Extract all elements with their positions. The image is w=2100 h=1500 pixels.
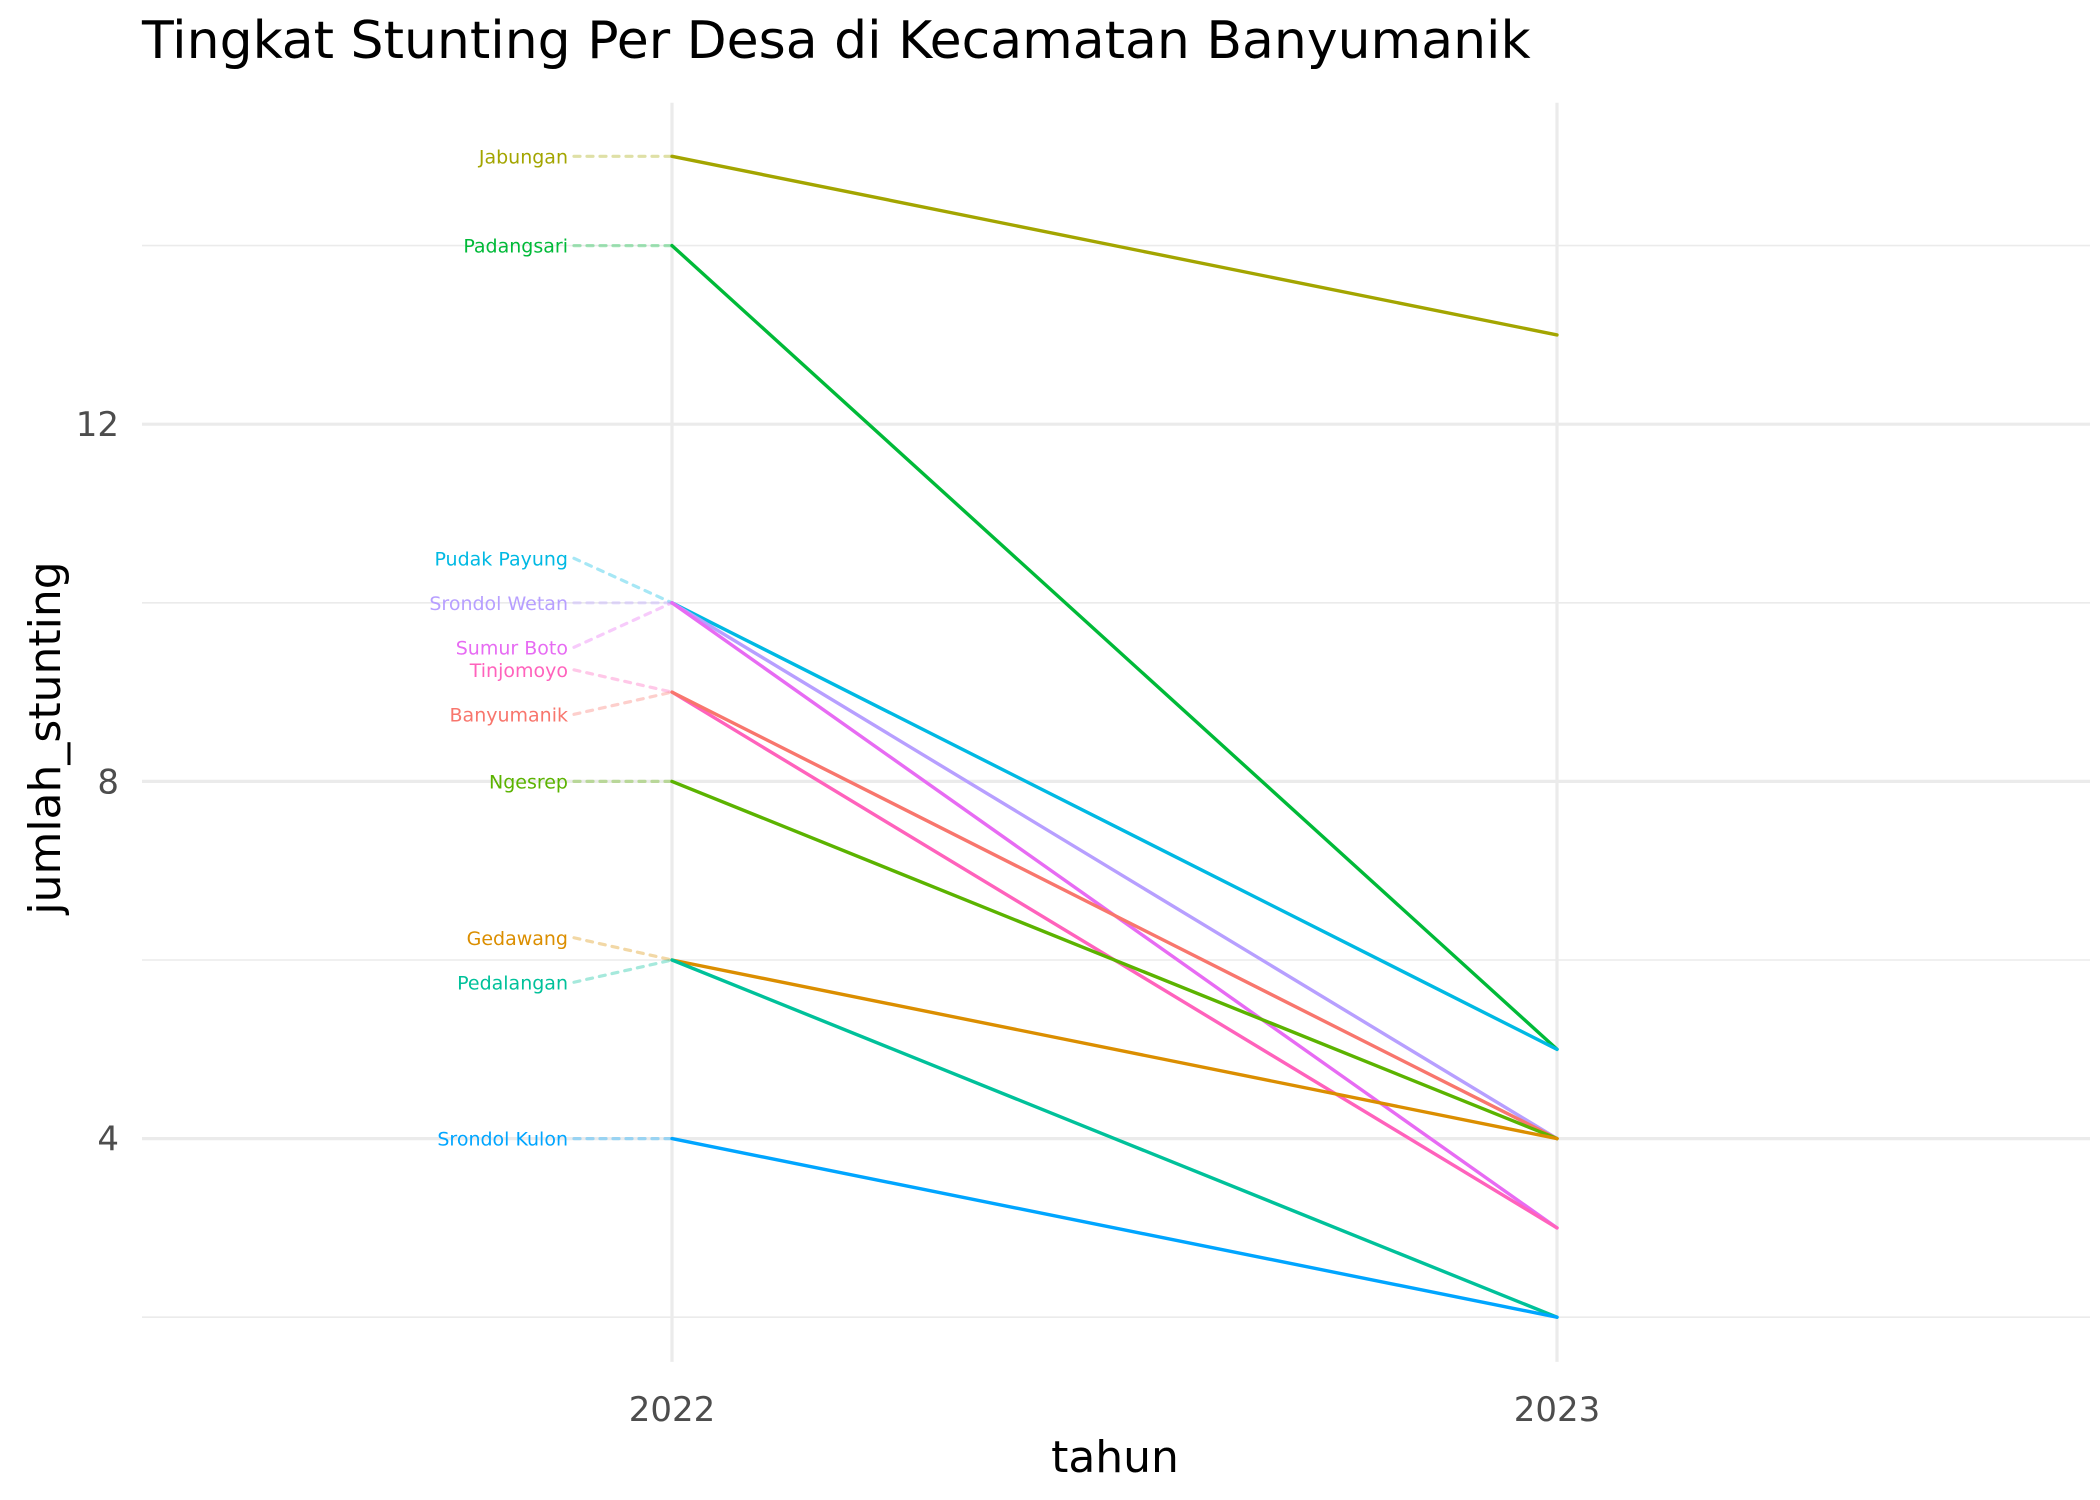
label-connector <box>572 556 674 605</box>
x-tick-label: 2023 <box>1514 1390 1601 1430</box>
series-line <box>670 601 1559 1052</box>
y-tick-label: 12 <box>76 405 119 445</box>
chart-title: Tingkat Stunting Per Desa di Kecamatan B… <box>141 11 1531 71</box>
series-line <box>670 958 1559 1141</box>
series-label: Srondol Wetan <box>429 593 568 615</box>
series-label: Tinjomoyo <box>469 660 568 682</box>
x-tick-label: 2022 <box>629 1390 716 1430</box>
label-connector <box>572 690 674 716</box>
series-line <box>670 1136 1559 1319</box>
label-connector <box>572 601 674 649</box>
series-lines <box>670 154 1559 1319</box>
label-connector <box>572 936 674 962</box>
x-axis-title: tahun <box>1051 1432 1179 1483</box>
series-label: Pedalangan <box>457 972 568 994</box>
series-label: Banyumanik <box>450 704 568 726</box>
series-label: Ngesrep <box>489 771 568 793</box>
series-labels: Jabungan Padangsari Pudak Payung Srondol We… <box>429 146 568 1150</box>
y-tick-label: 8 <box>97 762 119 802</box>
series-line <box>670 690 1559 1141</box>
y-axis-ticks: 4 8 12 <box>76 405 119 1159</box>
y-axis-title: jumlah_stunting <box>20 561 71 915</box>
y-tick-label: 4 <box>97 1120 119 1160</box>
x-axis-ticks: 2022 2023 <box>629 1390 1601 1430</box>
series-line <box>670 958 1559 1319</box>
series-line <box>670 243 1559 1052</box>
series-line <box>670 154 1559 337</box>
series-label: Padangsari <box>463 236 568 258</box>
series-label: Pudak Payung <box>434 548 568 570</box>
label-connectors <box>572 154 674 1141</box>
series-line <box>670 601 1559 1141</box>
series-label: Jabungan <box>478 146 568 168</box>
series-line <box>670 779 1559 1141</box>
series-label: Gedawang <box>467 928 568 950</box>
series-label: Sumur Boto <box>456 637 568 659</box>
label-connector <box>572 668 674 694</box>
label-connector <box>572 958 674 984</box>
grid <box>142 102 2090 1362</box>
series-label: Srondol Kulon <box>437 1129 568 1151</box>
